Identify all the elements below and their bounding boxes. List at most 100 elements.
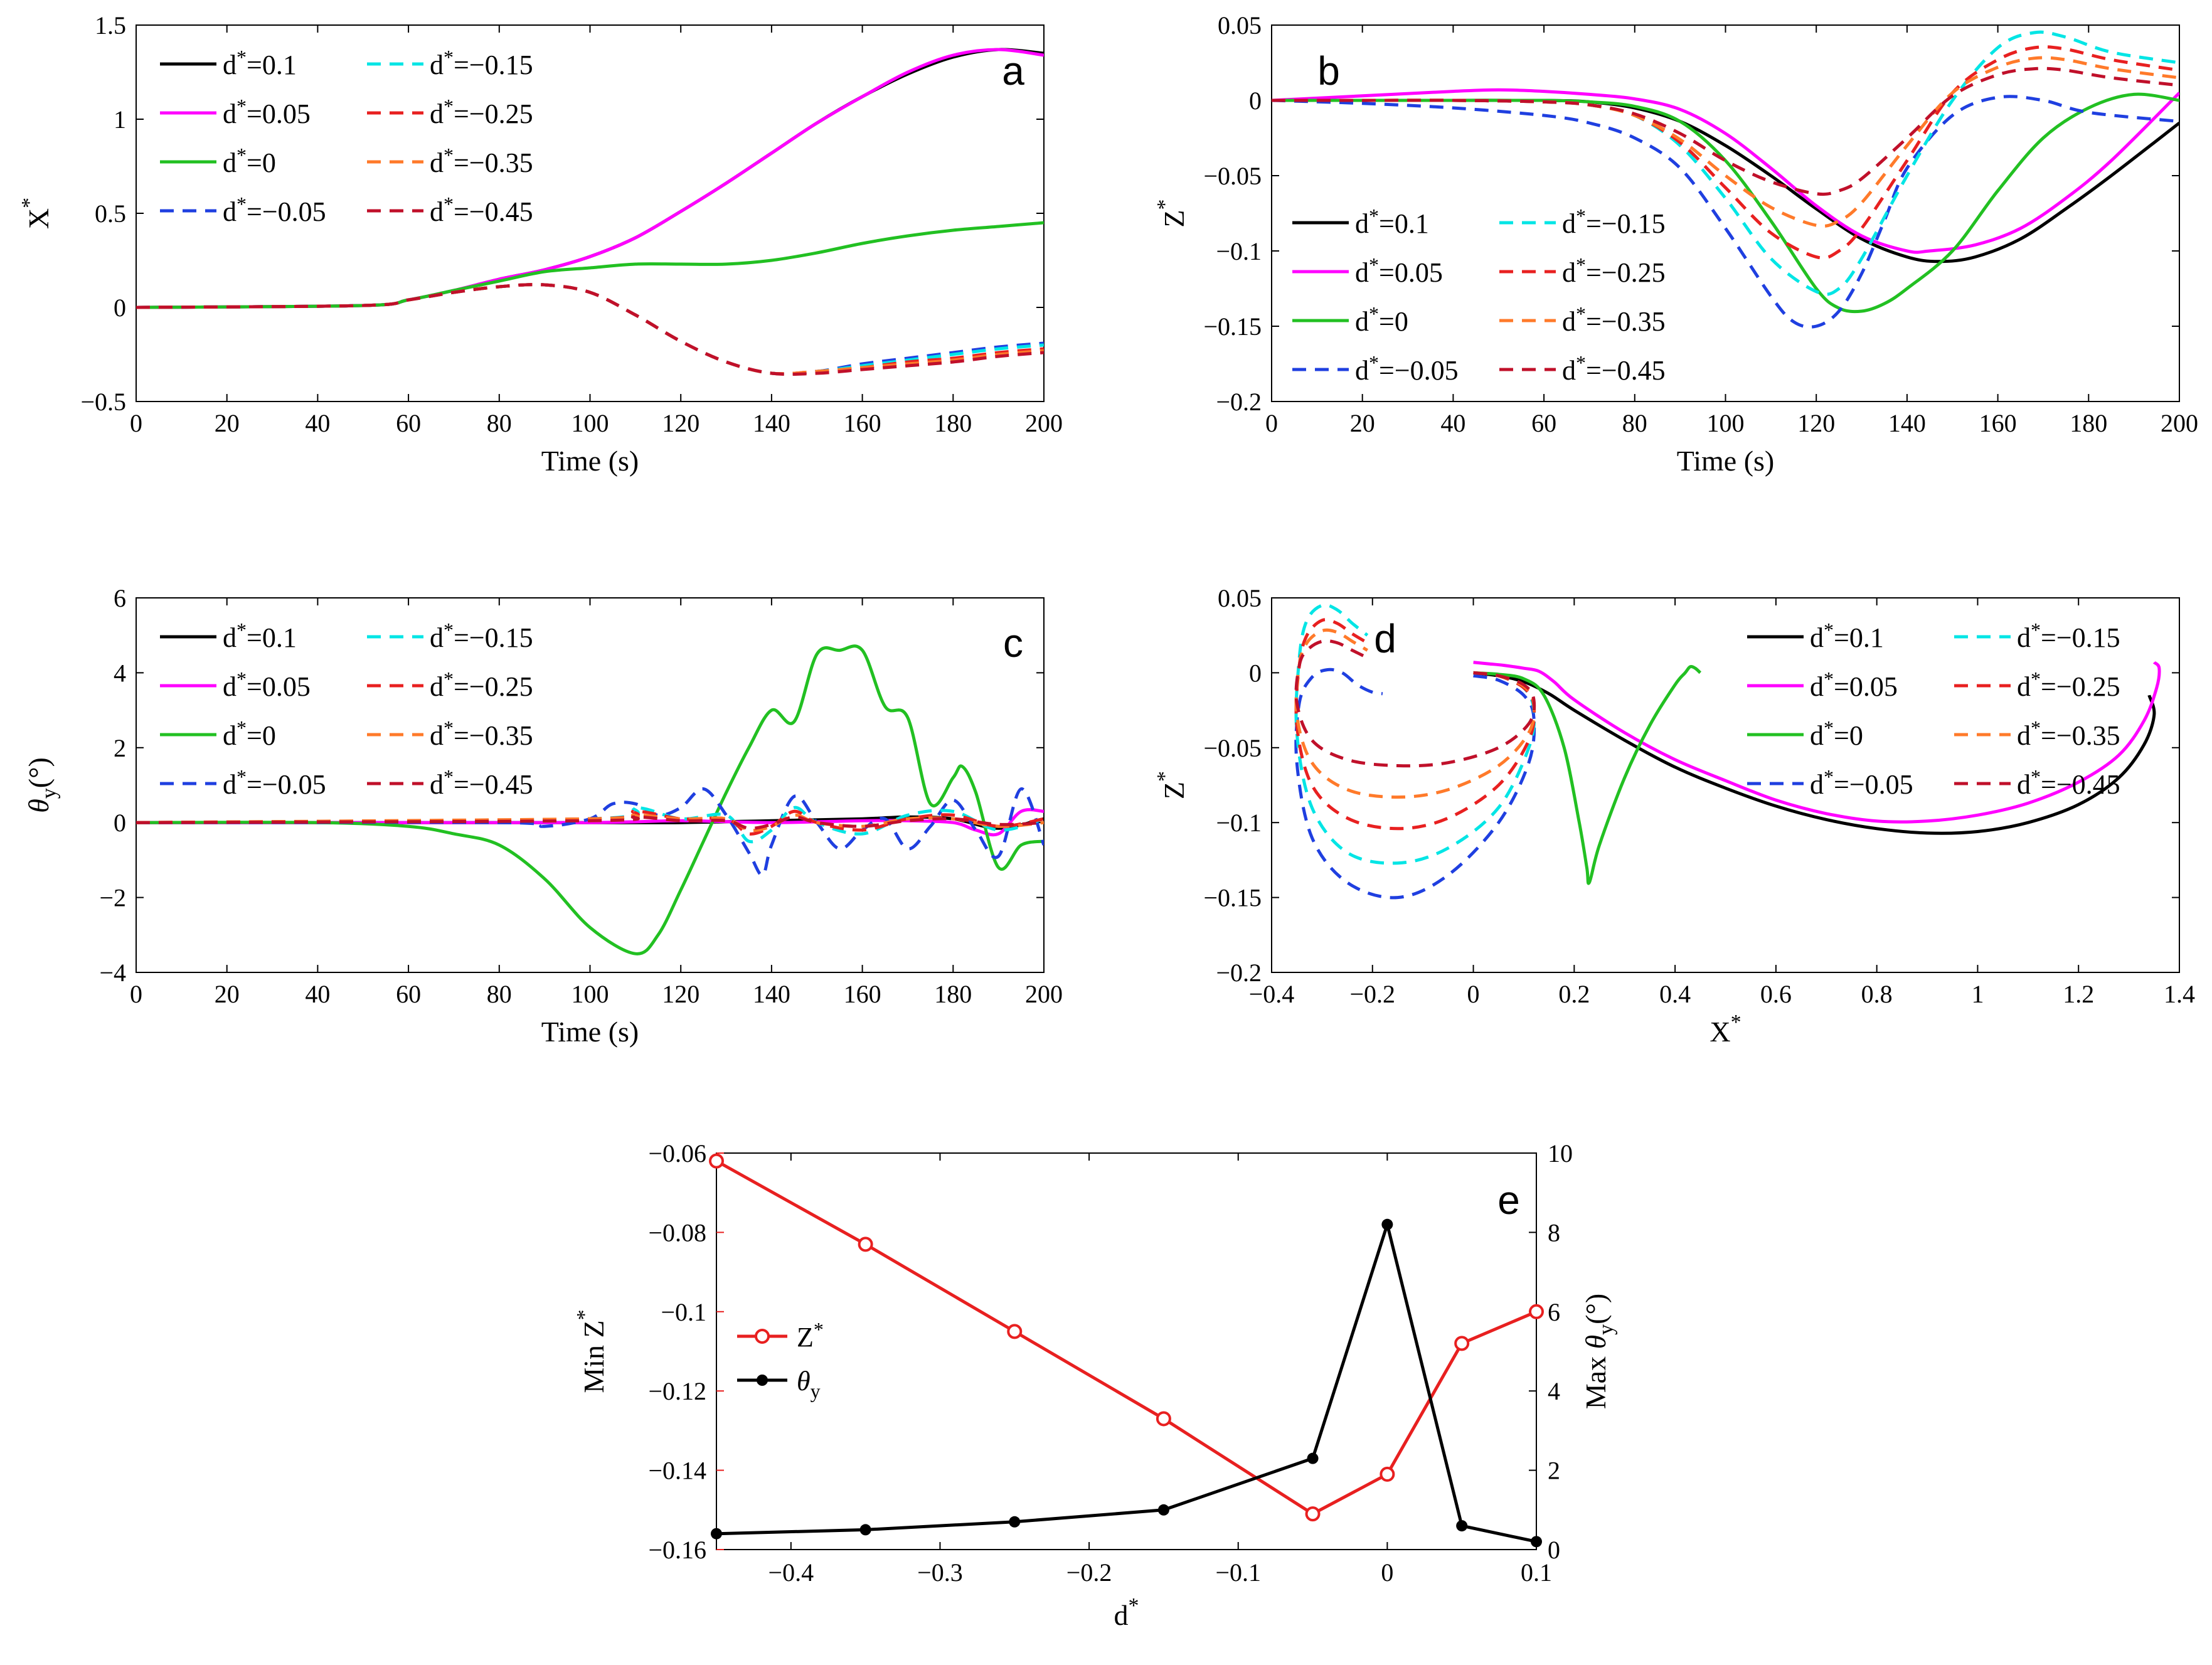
x-tick-label: 0	[130, 980, 142, 1008]
legend-marker-z	[755, 1329, 770, 1344]
panel-c: 0 20 40 60 80 100 120 140 160 180 200 −4 −2 0 2 4 6 Time …	[23, 584, 1063, 1048]
x-tick-label: 200	[1025, 409, 1063, 437]
legend-label-base: d	[1355, 355, 1369, 386]
y-tick-label: −0.15	[1203, 312, 1262, 341]
x-tick-label: −0.3	[917, 1558, 963, 1587]
series-line	[1272, 66, 2179, 196]
legend-label-sup: *	[1576, 253, 1586, 276]
legend-label-sup: *	[444, 668, 454, 690]
panel-b: 0 20 40 60 80 100 120 140 160 180 200 −0.2 −0.15 −0.1…	[1153, 11, 2198, 477]
legend-label-base: d	[2017, 671, 2031, 702]
x-tick-label: 1.4	[2164, 980, 2195, 1008]
x-axis-label: Time (s)	[541, 445, 639, 477]
legend-label: d*=−0.25	[2017, 668, 2120, 702]
x-tick-label: 80	[1622, 409, 1647, 437]
panel-e: −0.4 −0.3 −0.2 −0.1 0 0.1−0.16−0.14−0.12−0.1−…	[573, 1139, 1618, 1631]
y-tick-label: −0.05	[1203, 734, 1262, 762]
y-tick-label-left: −0.16	[648, 1536, 706, 1564]
x-tick-label: 1	[1971, 980, 1984, 1008]
legend-label-rest: =−0.05	[1834, 769, 1913, 800]
legend-label-base: d	[430, 769, 444, 800]
x-tick-label: 120	[1797, 409, 1835, 437]
x-tick-label: 0	[1381, 1558, 1393, 1587]
legend-label: d*=−0.35	[430, 716, 533, 751]
x-tick-label: 0	[130, 409, 142, 437]
legend-label-sup: *	[2031, 765, 2041, 788]
x-tick-label: −0.2	[1066, 1558, 1112, 1587]
legend-label-base: d	[430, 50, 444, 80]
x-tick-label: 60	[396, 409, 421, 437]
legend-label-sup: *	[1824, 668, 1834, 690]
x-tick-label: 0.4	[1659, 980, 1691, 1008]
legend-label: d*=−0.05	[223, 193, 326, 227]
legend-label-base: d	[1562, 208, 1576, 239]
legend-label-rest: =0.1	[1834, 622, 1884, 653]
legend-label: d*=0.05	[223, 95, 311, 129]
legend-label: d*=0.05	[223, 668, 311, 702]
x-tick-label: 20	[215, 409, 240, 437]
x-tick-label: 0.2	[1558, 980, 1590, 1008]
y-tick-label: 1.5	[95, 11, 126, 40]
legend-marker-theta	[757, 1375, 768, 1386]
legend-label-rest: =−0.35	[1586, 306, 1666, 337]
legend-label-rest: =0.1	[1379, 208, 1429, 239]
legend-label-base: Z	[797, 1322, 814, 1353]
series-line	[136, 809, 1044, 836]
legend-label-base: d	[2017, 769, 2031, 800]
plot-frame	[1271, 24, 2180, 402]
legend-label-rest: =−0.45	[2041, 769, 2120, 800]
plot-frame	[136, 24, 1045, 402]
y-tick-label: −0.1	[1216, 237, 1262, 265]
legend-label: d*=0.05	[1810, 668, 1898, 702]
y-tick-label-left: −0.14	[648, 1457, 706, 1485]
data-point-theta	[1157, 1504, 1169, 1516]
series-line	[136, 787, 1044, 877]
legend-label-sup: *	[1369, 302, 1379, 325]
legend-label-rest: =−0.05	[1379, 355, 1459, 386]
y-tick-label-right: 0	[1548, 1536, 1560, 1564]
legend-label: d*=−0.25	[430, 668, 533, 702]
panel-letter: c	[1003, 620, 1023, 666]
legend-label: d*=−0.15	[2017, 619, 2120, 653]
y-axis-label-base: Z	[1158, 210, 1190, 227]
legend-label-rest: =−0.35	[2041, 720, 2120, 751]
legend-label: d*=0.1	[223, 46, 297, 80]
y-axis-label-left: Min Z*	[573, 1309, 610, 1393]
legend-label-base: d	[2017, 720, 2031, 751]
y-axis-label-right: Max θy(°)	[1580, 1294, 1618, 1409]
series-line	[1294, 639, 1536, 768]
legend-label-sup: *	[2031, 668, 2041, 690]
x-tick-label: 60	[1531, 409, 1556, 437]
x-tick-label: 140	[1888, 409, 1926, 437]
legend-label-base: d	[223, 622, 237, 653]
legend-label-base: d	[1810, 622, 1824, 653]
series-line-z	[715, 1159, 1537, 1516]
y-axis-label: Z*	[1153, 199, 1190, 227]
legend-label-base: d	[223, 98, 237, 129]
legend-label-base: d	[430, 147, 444, 178]
legend-label: d*=−0.05	[223, 765, 326, 800]
y-axis-label-unit: (°)	[23, 757, 55, 788]
y-axis-label: X*	[18, 198, 55, 229]
legend-label: d*=−0.15	[1562, 205, 1666, 239]
y-axis-label-theta: θ	[23, 799, 55, 813]
y-tick-label: 6	[114, 584, 126, 612]
x-tick-label: 20	[1350, 409, 1375, 437]
y-tick-label: 2	[114, 734, 126, 762]
legend-label-base: d	[223, 196, 237, 227]
x-axis-label: Time (s)	[1677, 445, 1775, 477]
legend-label-rest: =−0.45	[454, 196, 533, 227]
x-tick-label: −0.4	[1249, 980, 1295, 1008]
legend-label-sup: *	[444, 193, 454, 215]
legend-label-sup: *	[237, 765, 247, 788]
legend-label-sup: *	[237, 95, 247, 117]
legend-label-rest: =0.05	[247, 671, 311, 702]
data-point-theta	[1307, 1452, 1319, 1464]
x-tick-label: 60	[396, 980, 421, 1008]
x-axis-label-sup: *	[1129, 1594, 1139, 1617]
legend-label-sup: *	[237, 193, 247, 215]
legend-label: θy	[797, 1366, 821, 1402]
legend-label-base: d	[1810, 769, 1824, 800]
legend-label-sup: *	[237, 46, 247, 68]
legend-label-rest: =0.05	[1379, 257, 1443, 288]
